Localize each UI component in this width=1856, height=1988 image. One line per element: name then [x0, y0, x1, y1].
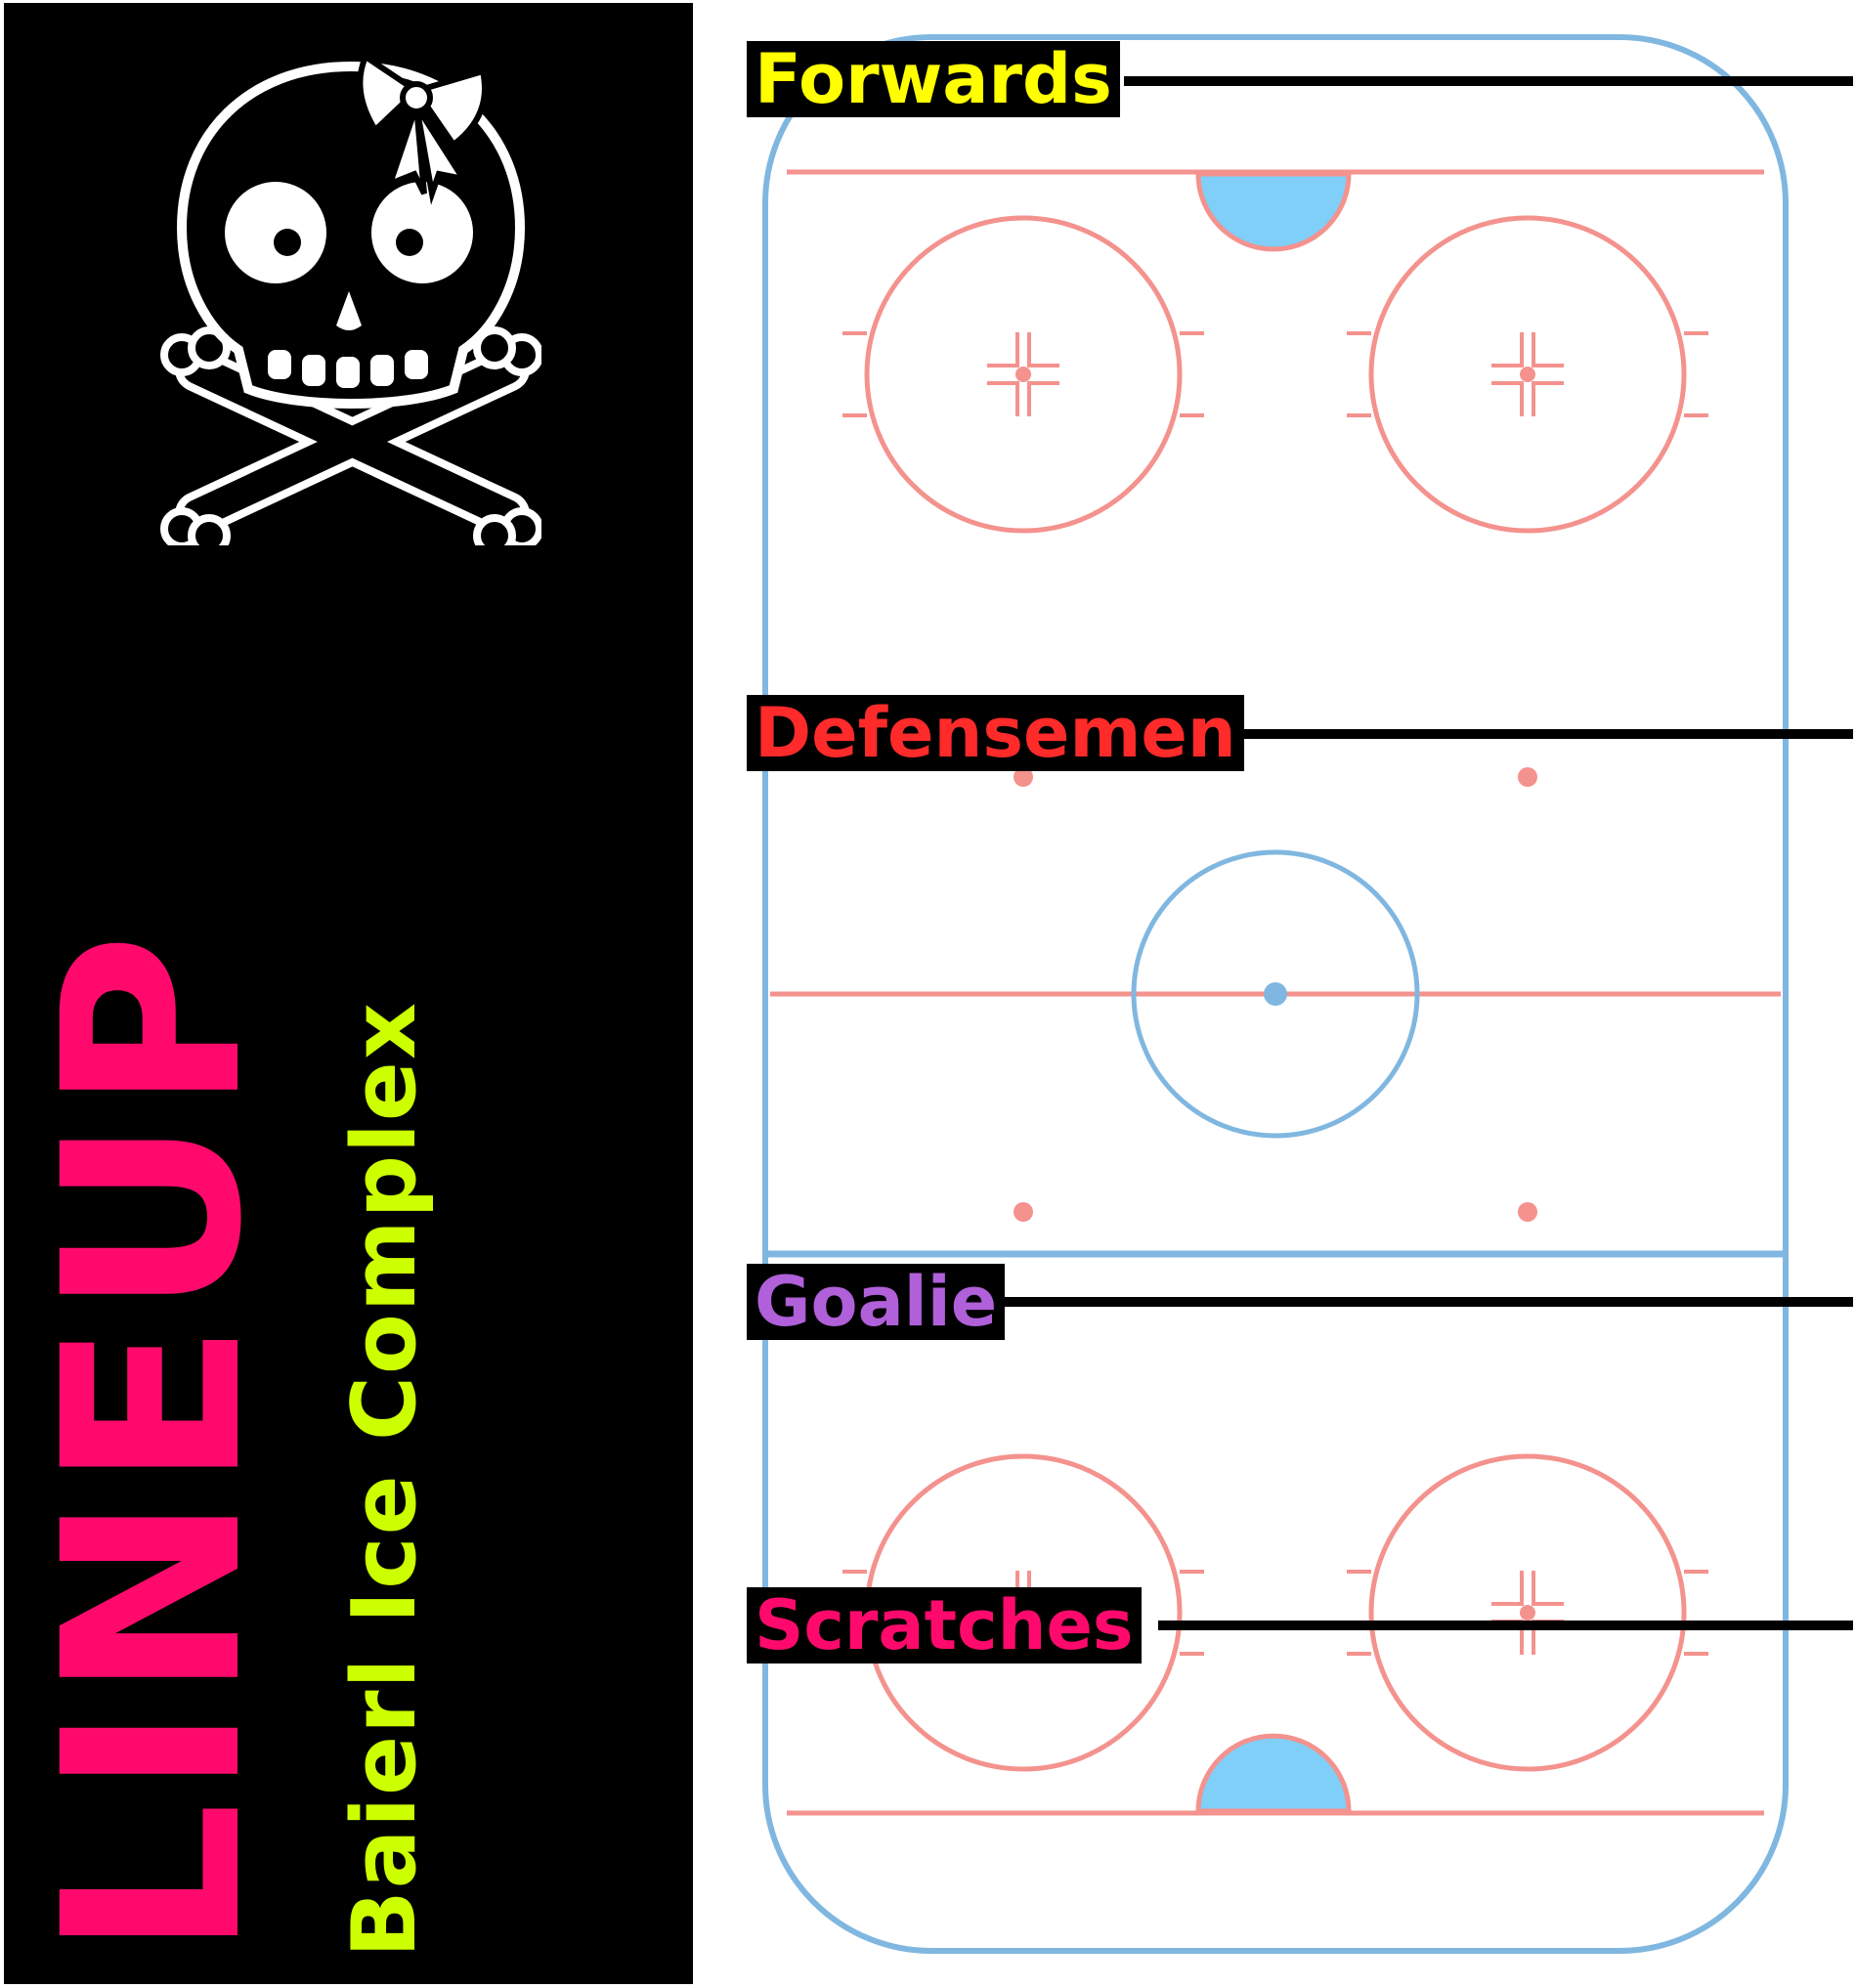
faceoff-circle-top-right [1368, 215, 1687, 534]
rink-boards [762, 34, 1789, 1954]
faceoff-circle-top-left [864, 215, 1183, 534]
rink-lines [762, 34, 1789, 1954]
scratches-label: Scratches [747, 1587, 1142, 1664]
forwards-label: Forwards [747, 41, 1120, 117]
top-goal-crease [1195, 171, 1352, 252]
forwards-write-line [1124, 76, 1853, 86]
goalie-label: Goalie [747, 1264, 1006, 1340]
defensemen-label: Defensemen [747, 695, 1244, 771]
scratches-write-line [1158, 1621, 1853, 1630]
defensemen-write-line [1241, 729, 1853, 739]
faceoff-circle-bottom-right [1368, 1453, 1687, 1772]
bottom-goal-crease [1195, 1733, 1352, 1814]
center-faceoff-dot [1264, 982, 1287, 1006]
goalie-write-line [995, 1297, 1853, 1307]
center-ice-circle [1131, 849, 1420, 1139]
lineup-banner: LINEUP Baierl Ice Complex [4, 3, 693, 1984]
faceoff-dots [1014, 367, 1537, 1621]
skull-crossbones-bow-icon [160, 52, 541, 545]
rink-name-subtitle: Baierl Ice Complex [333, 1000, 436, 1958]
lineup-title: LINEUP [11, 927, 295, 1958]
